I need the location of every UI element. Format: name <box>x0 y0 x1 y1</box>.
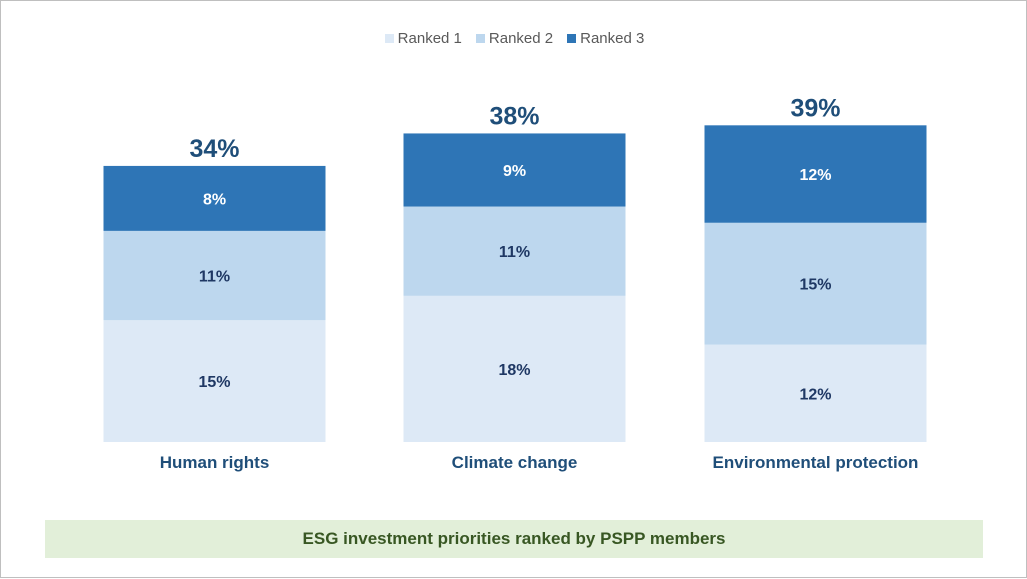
total-label-environmental-protection: 39% <box>790 94 840 122</box>
bar-segment-climate-change-ranked-2 <box>403 206 626 296</box>
legend-item-ranked-1: Ranked 1 <box>384 30 462 47</box>
legend-swatch-ranked-3 <box>567 34 577 43</box>
category-label-environmental-protection: Environmental protection <box>713 453 919 472</box>
legend-swatch-ranked-1 <box>384 34 394 43</box>
data-label-environmental-protection-ranked-1: 12% <box>799 386 831 403</box>
data-label-human-rights-ranked-2: 11% <box>199 269 230 286</box>
bar-segment-environmental-protection-ranked-2 <box>704 222 927 345</box>
total-label-climate-change: 38% <box>489 102 539 130</box>
bar-segment-human-rights-ranked-2 <box>103 230 326 321</box>
total-label-human-rights: 34% <box>189 135 239 163</box>
legend-label-ranked-1: Ranked 1 <box>397 30 462 47</box>
legend-label-ranked-3: Ranked 3 <box>580 30 645 47</box>
category-label-climate-change: Climate change <box>452 453 578 472</box>
bar-segment-climate-change-ranked-3 <box>403 133 626 207</box>
data-label-climate-change-ranked-1: 18% <box>498 362 530 379</box>
legend-item-ranked-3: Ranked 3 <box>567 30 644 47</box>
data-label-human-rights-ranked-1: 15% <box>198 374 230 391</box>
bar-segment-environmental-protection-ranked-3 <box>704 125 927 223</box>
data-label-climate-change-ranked-3: 9% <box>503 163 526 180</box>
data-label-human-rights-ranked-3: 8% <box>203 191 226 208</box>
category-label-human-rights: Human rights <box>160 453 270 472</box>
legend: Ranked 1 Ranked 2 Ranked 3 <box>1 30 1027 47</box>
data-label-environmental-protection-ranked-2: 15% <box>799 277 831 294</box>
legend-item-ranked-2: Ranked 2 <box>475 30 554 47</box>
legend-swatch-ranked-2 <box>475 34 485 43</box>
bar-segment-human-rights-ranked-1 <box>103 320 326 442</box>
data-label-environmental-protection-ranked-3: 12% <box>799 167 831 184</box>
chart-caption: ESG investment priorities ranked by PSPP… <box>45 520 983 558</box>
bar-segment-environmental-protection-ranked-1 <box>704 344 927 442</box>
legend-label-ranked-2: Ranked 2 <box>488 30 554 47</box>
data-label-climate-change-ranked-2: 11% <box>499 244 530 261</box>
bar-segment-climate-change-ranked-1 <box>403 295 626 442</box>
bar-segment-human-rights-ranked-3 <box>103 165 326 231</box>
